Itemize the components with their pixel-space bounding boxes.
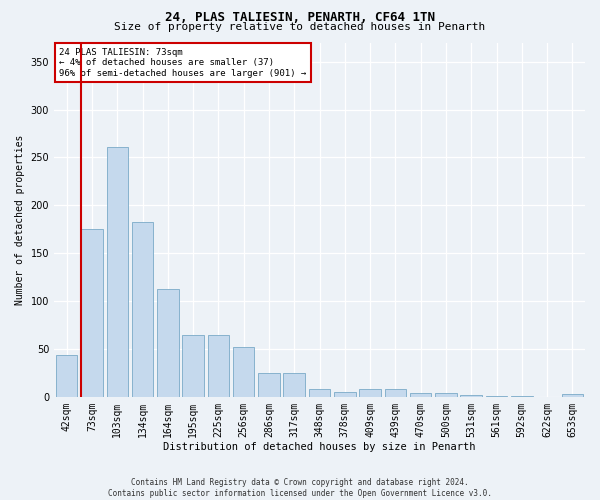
Bar [81, 229, 103, 397]
Bar [385, 389, 406, 397]
Bar [258, 373, 280, 397]
Bar [562, 394, 583, 397]
Text: Contains HM Land Registry data © Crown copyright and database right 2024.
Contai: Contains HM Land Registry data © Crown c… [108, 478, 492, 498]
Bar [157, 288, 179, 397]
Bar [233, 347, 254, 397]
Bar [486, 396, 507, 397]
Bar [410, 393, 431, 397]
Bar [56, 354, 77, 397]
Text: 24 PLAS TALIESIN: 73sqm
← 4% of detached houses are smaller (37)
96% of semi-det: 24 PLAS TALIESIN: 73sqm ← 4% of detached… [59, 48, 307, 78]
Text: Size of property relative to detached houses in Penarth: Size of property relative to detached ho… [115, 22, 485, 32]
Bar [132, 222, 153, 397]
Bar [334, 392, 356, 397]
Bar [309, 389, 330, 397]
Bar [435, 393, 457, 397]
Bar [182, 334, 204, 397]
Bar [359, 389, 381, 397]
Y-axis label: Number of detached properties: Number of detached properties [15, 134, 25, 305]
X-axis label: Distribution of detached houses by size in Penarth: Distribution of detached houses by size … [163, 442, 476, 452]
Bar [283, 373, 305, 397]
Bar [511, 396, 533, 397]
Bar [460, 395, 482, 397]
Bar [208, 334, 229, 397]
Bar [107, 147, 128, 397]
Text: 24, PLAS TALIESIN, PENARTH, CF64 1TN: 24, PLAS TALIESIN, PENARTH, CF64 1TN [165, 11, 435, 24]
